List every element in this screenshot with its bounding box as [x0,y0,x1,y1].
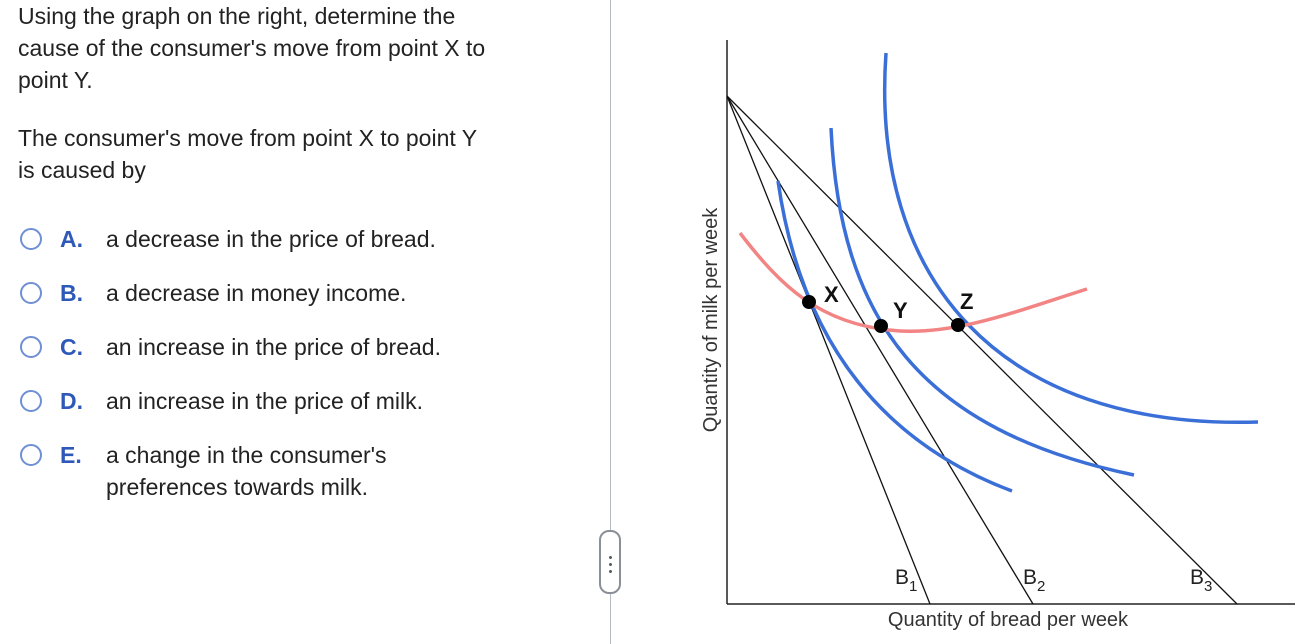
budget-line-b2 [726,95,1034,605]
point-x-label: X [824,282,839,307]
radio-button-e[interactable] [20,444,42,466]
option-line: preferences towards milk. [106,474,369,500]
question-line: point Y. [18,67,93,93]
point-x-marker [802,295,816,309]
point-y-marker [874,319,888,333]
option-a[interactable]: A. a decrease in the price of bread. [20,223,590,277]
budget-label-b1: B1 [895,566,917,595]
budget-label-b3: B3 [1190,566,1212,595]
handle-dot-icon [609,563,612,566]
answer-options: A. a decrease in the price of bread. B. … [20,223,590,500]
budget-label-letter: B [895,566,909,589]
pane-resize-handle[interactable] [599,530,621,594]
indifference-curve-graph: X Y Z B1 B2 B3 Quantity of bread per wee… [700,40,1295,631]
option-letter: B. [60,280,83,306]
option-e[interactable]: E. a change in the consumer's preferences… [20,439,590,500]
handle-dot-icon [609,556,612,559]
option-line: a change in the consumer's [106,442,387,468]
y-axis-label: Quantity of milk per week [700,207,722,433]
question-text: Using the graph on the right, determine … [18,0,578,96]
option-d[interactable]: D. an increase in the price of milk. [20,385,590,439]
radio-button-d[interactable] [20,390,42,412]
option-text: a decrease in the price of bread. [106,223,566,255]
price-consumption-curve [738,231,1088,333]
option-text: an increase in the price of milk. [106,385,566,417]
budget-label-sub: 2 [1037,578,1045,595]
point-y-label: Y [893,298,908,323]
question-pane: Using the graph on the right, determine … [0,0,600,644]
indifference-curve-2 [829,127,1135,477]
radio-button-b[interactable] [20,282,42,304]
pane-divider [610,0,611,644]
option-line: a decrease in the price of bread. [106,226,436,252]
option-text: a change in the consumer's preferences to… [106,439,566,503]
indifference-curve-3 [883,52,1259,424]
budget-label-letter: B [1023,566,1037,589]
budget-line-b3 [726,95,1238,605]
point-z-marker [951,318,965,332]
x-axis-label: Quantity of bread per week [888,609,1129,631]
option-text: a decrease in money income. [106,277,566,309]
budget-label-letter: B [1190,566,1204,589]
question-line: Using the graph on the right, determine … [18,3,456,29]
question-line: cause of the consumer's move from point … [18,35,486,61]
option-line: an increase in the price of milk. [106,388,424,414]
point-z-label: Z [960,289,973,314]
option-letter: C. [60,334,83,360]
prompt-line: The consumer's move from point X to poin… [18,125,478,151]
radio-button-c[interactable] [20,336,42,358]
radio-button-a[interactable] [20,228,42,250]
option-letter: D. [60,388,83,414]
option-text: an increase in the price of bread. [106,331,566,363]
option-line: a decrease in money income. [106,280,407,306]
budget-label-sub: 1 [909,578,917,595]
budget-label-b2: B2 [1023,566,1045,595]
indifference-curve-1 [776,180,1013,493]
question-prompt: The consumer's move from point X to poin… [18,122,578,186]
option-b[interactable]: B. a decrease in money income. [20,277,590,331]
budget-line-b1 [726,95,931,605]
prompt-line: is caused by [18,157,146,183]
option-line: an increase in the price of bread. [106,334,441,360]
option-letter: E. [60,442,82,468]
option-c[interactable]: C. an increase in the price of bread. [20,331,590,385]
option-letter: A. [60,226,83,252]
handle-dot-icon [609,570,612,573]
budget-label-sub: 3 [1204,578,1212,595]
